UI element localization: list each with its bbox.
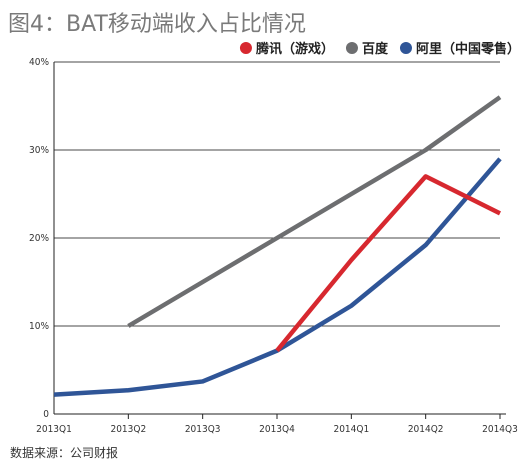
series-lines xyxy=(53,95,502,397)
y-tick-label: 10% xyxy=(29,321,49,332)
x-tick-label: 2013Q4 xyxy=(259,424,295,435)
x-axis-tick-labels: 2013Q1 2013Q2 2013Q3 2013Q4 2014Q1 2014Q2 2014… xyxy=(36,424,518,435)
legend-marker xyxy=(239,42,252,54)
legend-marker xyxy=(345,42,358,54)
y-tick-label: 40% xyxy=(29,57,49,68)
series-line xyxy=(127,95,502,328)
x-tick-label: 2014Q1 xyxy=(333,424,369,435)
y-tick-label: 0 xyxy=(43,409,49,420)
y-tick-label: 20% xyxy=(29,233,49,244)
grid-lines xyxy=(54,61,500,327)
line-chart: 010%20%30%40% 2013Q1 2013Q2 2013Q3 2013Q4 20… xyxy=(29,41,520,435)
x-tick-label: 2013Q1 xyxy=(36,424,72,435)
source-note: 数据来源：公司财报 xyxy=(10,446,119,460)
series-line xyxy=(275,174,502,353)
x-tick-label: 2014Q2 xyxy=(408,424,444,435)
y-tick-label: 30% xyxy=(29,145,49,156)
legend-label: 阿里（中国零售） xyxy=(416,41,520,57)
legend: 腾讯（游戏） 百度 阿里（中国零售） xyxy=(239,41,520,57)
chart-title: 图4：BAT移动端收入占比情况 xyxy=(8,12,306,37)
legend-marker xyxy=(399,42,412,54)
legend-label: 百度 xyxy=(362,41,389,57)
x-tick-label: 2014Q3 xyxy=(482,424,518,435)
axes xyxy=(53,62,506,419)
x-tick-label: 2013Q2 xyxy=(110,424,146,435)
x-tick-label: 2013Q3 xyxy=(185,424,221,435)
legend-label: 腾讯（游戏） xyxy=(255,41,334,57)
series-line xyxy=(53,157,502,397)
y-axis-tick-labels: 0 10% 20% 30% 40% xyxy=(29,57,49,420)
